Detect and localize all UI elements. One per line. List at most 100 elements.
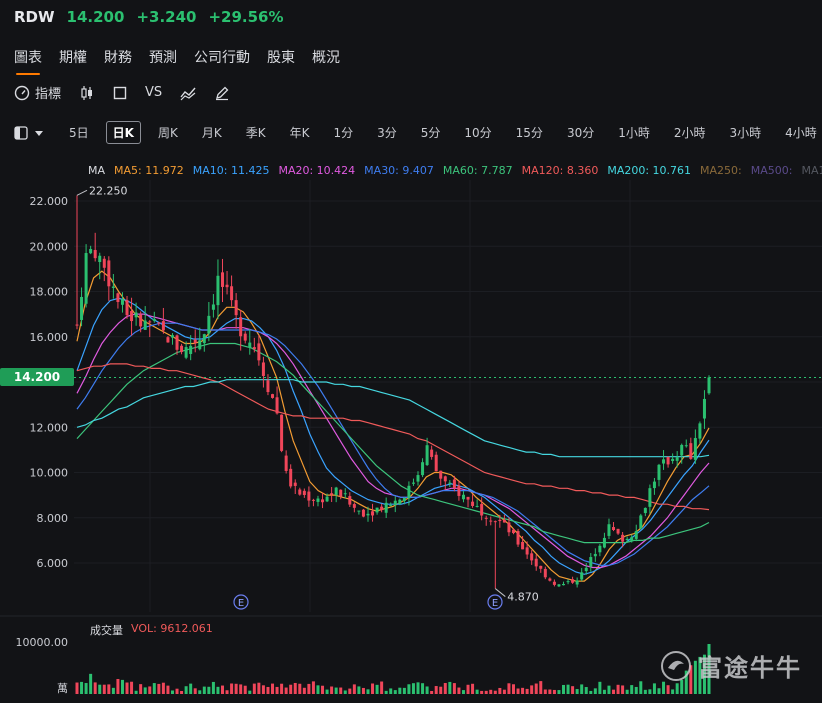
quote-header: RDW 14.200 +3.240 +29.56% (14, 8, 284, 28)
candle-body (421, 462, 425, 476)
layout-toggle[interactable] (14, 125, 44, 140)
candle-body (557, 584, 561, 587)
volume-bar (220, 685, 224, 694)
fullscreen-button[interactable] (113, 86, 127, 100)
candle-body (693, 438, 697, 460)
volume-bar (657, 688, 661, 694)
compare-button[interactable]: VS (145, 85, 162, 100)
ma-legend-ma120[interactable]: MA120: 8.360 (521, 164, 599, 177)
candle-body (689, 443, 693, 459)
volume-bar (452, 683, 456, 694)
ma-legend-ma250[interactable]: MA250: (700, 164, 742, 177)
volume-bar (152, 683, 156, 694)
volume-bar (134, 690, 138, 694)
candle-body (175, 335, 179, 350)
watermark: 富途牛牛 (660, 648, 802, 683)
volume-bar (493, 690, 497, 694)
candle-body (666, 456, 670, 465)
indicators-button[interactable]: 指標 (14, 83, 61, 102)
period-3m[interactable]: 3分 (377, 126, 397, 140)
candle-body (321, 499, 325, 503)
volume-bar (216, 686, 220, 694)
volume-bar (384, 690, 388, 694)
candlestick-icon (81, 85, 93, 100)
ma-legend-ma30[interactable]: MA30: 9.407 (364, 164, 434, 177)
period-4h[interactable]: 4小時 (785, 126, 817, 140)
volume-bar (234, 683, 238, 694)
tab-corporate-actions[interactable]: 公司行動 (194, 50, 250, 66)
candle-body (130, 311, 134, 322)
volume-bar (252, 683, 256, 694)
period-day[interactable]: 日K (105, 121, 141, 144)
caret-down-icon (35, 130, 43, 136)
volume-bar (621, 685, 625, 694)
candle-body (562, 583, 566, 586)
volume-bar (571, 686, 575, 694)
ma-legend-ma60[interactable]: MA60: 7.787 (442, 164, 513, 177)
volume-bar (602, 689, 606, 694)
ma-legend-ma5[interactable]: MA5: 11.972 (114, 164, 184, 177)
tab-options[interactable]: 期權 (59, 50, 87, 66)
candle-body (252, 347, 256, 350)
candle-body (602, 537, 606, 548)
period-3h[interactable]: 3小時 (729, 126, 762, 140)
candle-body (466, 496, 470, 500)
candle-body (507, 522, 511, 533)
period-5d[interactable]: 5日 (69, 126, 89, 140)
chart-style-button[interactable] (180, 85, 196, 101)
earnings-marker-1[interactable]: E (233, 594, 249, 610)
volume-bar (316, 685, 320, 694)
period-1h[interactable]: 1小時 (618, 126, 650, 140)
volume-bar (321, 685, 325, 694)
period-selector: 5日 日K 周K 月K 季K 年K 1分 3分 5分 10分 15分 30分 1… (14, 121, 822, 144)
candle-body (675, 457, 679, 461)
earnings-marker-2[interactable]: E (487, 594, 503, 610)
draw-button[interactable] (214, 85, 230, 101)
volume-bar (466, 684, 470, 694)
candle-body (393, 500, 397, 505)
tab-profile[interactable]: 概況 (312, 50, 340, 66)
ma-legend-ma20[interactable]: MA20: 10.424 (278, 164, 356, 177)
volume-bar (84, 683, 88, 694)
volume-bar (666, 685, 670, 694)
ma-legend-ma500[interactable]: MA500: (750, 164, 793, 177)
candle-type-button[interactable] (79, 85, 95, 101)
volume-bar (698, 656, 702, 694)
period-2h[interactable]: 2小時 (673, 126, 706, 140)
candle-body (266, 380, 270, 393)
period-year[interactable]: 年K (289, 126, 310, 140)
volume-bar (293, 682, 297, 694)
ma-legend-ma200[interactable]: MA200: 10.761 (607, 164, 692, 177)
tab-shareholders[interactable]: 股東 (267, 50, 295, 66)
volume-bar (189, 683, 193, 694)
ma-legend-ma10[interactable]: MA10: 11.425 (192, 164, 270, 177)
candle-body (539, 565, 543, 569)
candle-body (630, 537, 634, 541)
ma-legend-ma1[interactable]: MA1: (801, 164, 822, 177)
period-month[interactable]: 月K (201, 126, 222, 140)
volume-bar (407, 684, 411, 694)
period-15m[interactable]: 15分 (515, 126, 543, 140)
volume-bar (562, 684, 566, 694)
tab-forecast[interactable]: 預測 (149, 50, 177, 66)
low-label: 4.870 (507, 591, 538, 604)
compare-label: VS (145, 85, 163, 100)
tab-financials[interactable]: 財務 (104, 50, 132, 66)
volume-bar (593, 688, 597, 694)
volume-bar (443, 683, 447, 694)
candle-body (621, 534, 625, 542)
period-10m[interactable]: 10分 (464, 126, 492, 140)
period-quarter[interactable]: 季K (245, 126, 266, 140)
period-1m[interactable]: 1分 (333, 126, 354, 140)
candle-body (143, 320, 147, 330)
volume-bar (662, 681, 666, 694)
period-5m[interactable]: 5分 (420, 126, 441, 140)
candle-body (193, 339, 197, 344)
volume-bar (552, 689, 556, 694)
period-week[interactable]: 周K (157, 126, 178, 140)
tab-chart[interactable]: 圖表 (14, 47, 42, 75)
candle-body (311, 499, 315, 501)
candle-body (361, 509, 365, 517)
period-30m[interactable]: 30分 (566, 126, 595, 140)
